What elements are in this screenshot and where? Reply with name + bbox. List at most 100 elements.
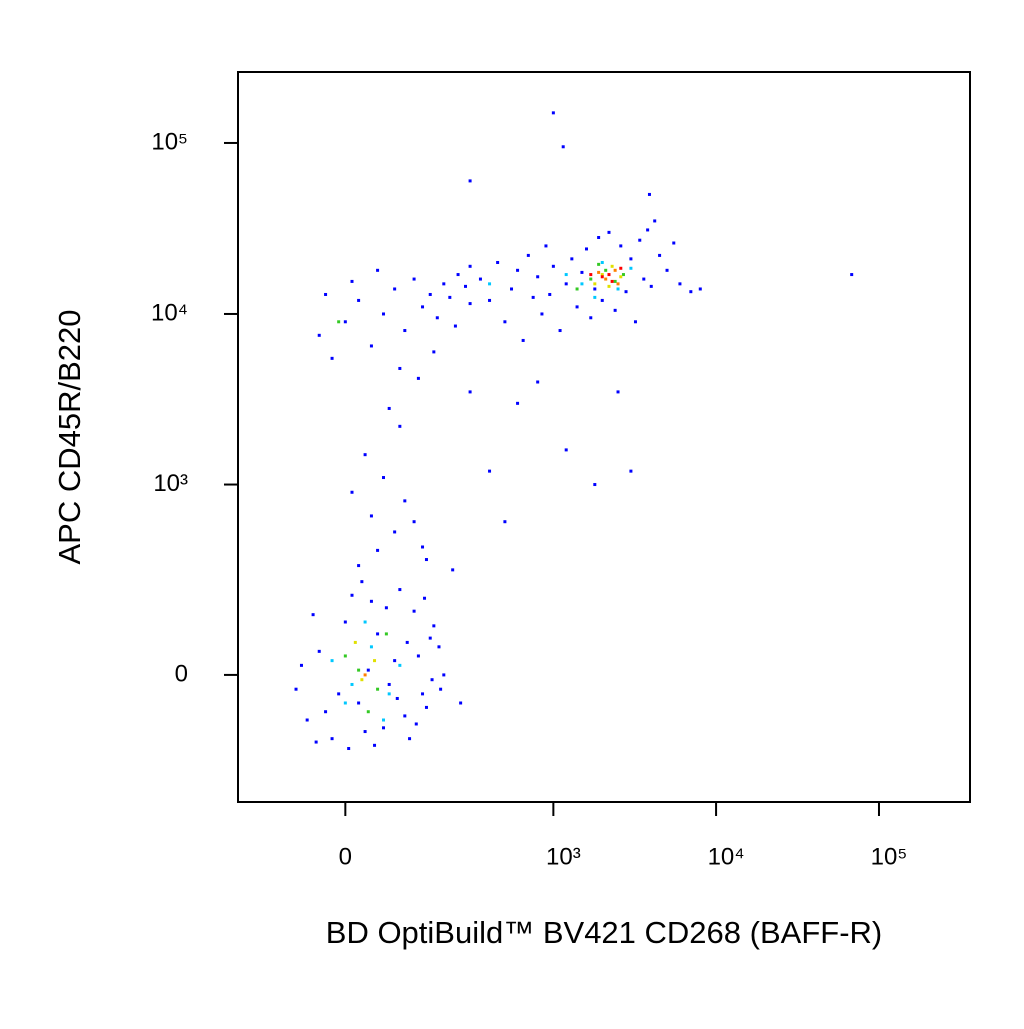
data-point [373,743,377,747]
data-point [621,273,625,277]
data-point [629,266,633,270]
data-point [395,696,399,700]
data-point [593,282,597,286]
data-point [468,390,472,394]
data-point [488,282,492,286]
data-point [330,737,334,741]
data-point [604,277,608,281]
data-point [544,244,548,248]
data-point [672,241,676,245]
data-point [393,530,397,534]
data-point [408,737,412,741]
data-point [468,264,472,268]
data-point [382,726,386,730]
data-point [633,320,637,324]
data-point [384,632,388,636]
data-point [369,514,373,518]
data-point [451,568,455,572]
data-point [589,273,593,277]
data-point [330,659,334,663]
data-point [398,366,402,370]
data-point [305,718,309,722]
data-point [366,668,370,672]
data-point [607,230,611,234]
data-point [360,580,364,584]
data-point [503,520,507,524]
data-point [424,558,428,562]
data-point [613,268,617,272]
data-point [376,632,380,636]
data-point [387,682,391,686]
data-point [432,624,436,628]
data-point [698,287,702,291]
data-point [330,356,334,360]
data-point [536,275,540,279]
x-tick-label: 10⁵ [871,843,908,870]
data-point [353,640,357,644]
data-point [424,705,428,709]
data-point [613,308,617,312]
y-tick-label: 10⁴ [151,299,188,326]
data-point [439,687,443,691]
data-point [649,284,653,288]
y-tick-label: 10³ [153,470,188,497]
data-point [398,663,402,667]
data-point [366,710,370,714]
data-point [610,264,614,268]
data-point [580,282,584,286]
x-tick-label: 10³ [546,843,581,870]
data-point [324,710,328,714]
data-point [398,424,402,428]
data-point [369,645,373,649]
data-point [412,277,416,281]
data-point [597,236,601,240]
data-point [337,692,341,696]
data-point [393,287,397,291]
data-point [382,312,386,316]
data-point [363,730,367,734]
data-point [531,295,535,299]
data-point [629,257,633,261]
data-point [384,606,388,610]
data-point [593,287,597,291]
data-point [393,659,397,663]
data-point [597,270,601,274]
data-point [403,714,407,718]
data-point [442,282,446,286]
data-point [589,316,593,320]
data-point [464,284,468,288]
data-point [646,228,650,232]
data-point [647,192,651,196]
data-point [689,290,693,294]
data-point [619,266,623,270]
plot-frame [237,71,971,803]
data-point [360,678,364,682]
data-point [600,298,604,302]
data-point [510,287,514,291]
data-point [317,649,321,653]
data-point [516,401,520,405]
data-point [382,476,386,480]
x-axis-title: BD OptiBuild™ BV421 CD268 (BAFF-R) [326,915,882,950]
data-point [350,593,354,597]
data-point [604,268,608,272]
data-point [412,520,416,524]
data-point [496,260,500,264]
data-point [405,640,409,644]
data-point [294,687,298,691]
data-point [540,312,544,316]
data-point [526,253,530,257]
data-point [376,687,380,691]
data-point [564,273,568,277]
y-tick-label: 0 [175,660,188,687]
data-point [570,257,574,261]
data-point [376,268,380,272]
data-point [369,599,373,603]
data-point [350,279,354,283]
data-point [561,145,565,149]
data-point [551,264,555,268]
data-point [416,654,420,658]
data-point [337,320,341,324]
data-point [428,292,432,296]
